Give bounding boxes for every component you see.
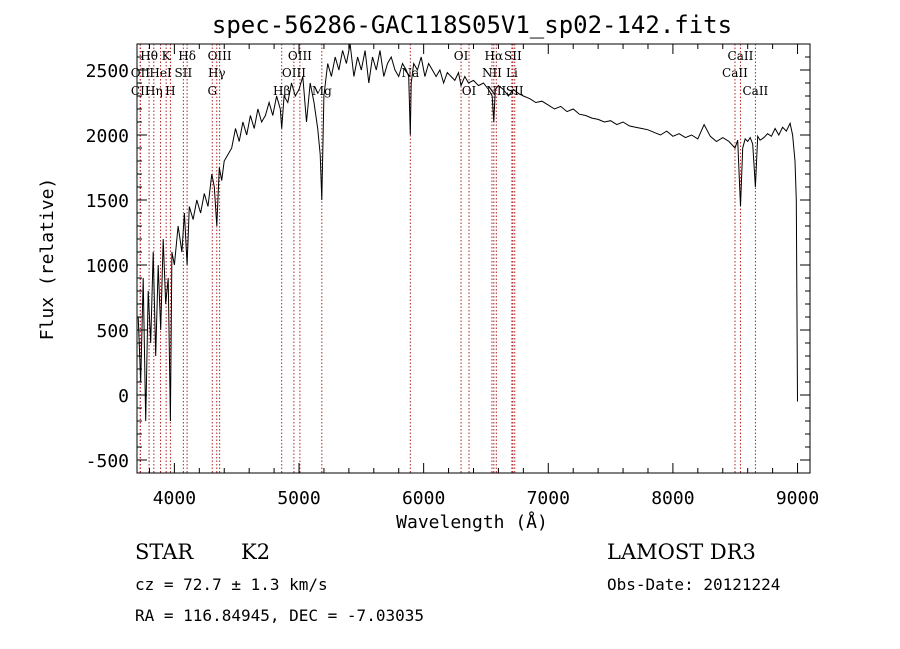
x-axis-ticks: 4000 5000 6000 7000 8000 9000 bbox=[148, 44, 819, 509]
line-marker-label: G bbox=[207, 84, 217, 98]
line-marker-label: OI bbox=[454, 49, 469, 63]
y-axis-label: Flux (relative) bbox=[37, 178, 58, 341]
y-tick-label: -500 bbox=[86, 451, 129, 472]
plot-frame bbox=[136, 43, 811, 474]
line-marker-label: CaII bbox=[728, 49, 754, 63]
survey-name: LAMOST DR3 bbox=[607, 540, 756, 564]
line-marker-label: Li bbox=[506, 66, 518, 80]
line-marker-label: Hα bbox=[485, 49, 504, 63]
y-tick-label: 1500 bbox=[86, 191, 129, 212]
spectrum-series-line bbox=[137, 43, 798, 422]
x-tick-label: 7000 bbox=[527, 488, 570, 509]
x-tick-label: 8000 bbox=[651, 488, 694, 509]
y-tick-label: 500 bbox=[96, 321, 129, 342]
y-tick-label: 0 bbox=[118, 386, 129, 407]
line-marker-label: Hγ bbox=[208, 66, 226, 80]
line-marker-label: OI bbox=[462, 84, 477, 98]
x-axis-label: Wavelength (Å) bbox=[396, 511, 548, 533]
object-subclass: K2 bbox=[241, 540, 270, 564]
y-tick-label: 2000 bbox=[86, 126, 129, 147]
line-marker-label: Hδ bbox=[178, 49, 196, 63]
line-marker-label: HeI bbox=[149, 66, 172, 80]
y-tick-label: 2500 bbox=[86, 61, 129, 82]
object-class: STAR bbox=[135, 540, 194, 564]
observation-date: Obs-Date: 20121224 bbox=[607, 575, 780, 594]
line-marker-label: SII bbox=[175, 66, 193, 80]
line-marker-label: H bbox=[165, 84, 175, 98]
line-marker-label: CII bbox=[131, 84, 150, 98]
line-marker-label: NII bbox=[482, 66, 502, 80]
x-tick-label: 4000 bbox=[153, 488, 196, 509]
redshift-value: cz = 72.7 ± 1.3 km/s bbox=[135, 575, 328, 594]
line-marker-label: K bbox=[162, 49, 172, 63]
line-marker-label: Hη bbox=[145, 84, 163, 98]
x-tick-label: 6000 bbox=[402, 488, 445, 509]
line-marker-label: OIII bbox=[282, 66, 306, 80]
emission-line-markers bbox=[139, 44, 756, 473]
x-tick-label: 5000 bbox=[277, 488, 320, 509]
line-marker-label: SII bbox=[504, 49, 522, 63]
line-marker-label: Mg bbox=[312, 84, 332, 98]
line-marker-label: CaII bbox=[722, 66, 748, 80]
line-marker-label: OII bbox=[131, 66, 151, 80]
y-tick-label: 1000 bbox=[86, 256, 129, 277]
line-marker-label: OIII bbox=[288, 49, 312, 63]
line-marker-label: Hβ bbox=[273, 84, 290, 98]
line-marker-label: CaII bbox=[742, 84, 768, 98]
line-marker-label: OIII bbox=[208, 49, 232, 63]
chart-title: spec-56286-GAC118S05V1_sp02-142.fits bbox=[212, 11, 732, 39]
line-marker-label: Hθ bbox=[140, 49, 158, 63]
y-axis-ticks: -500 0 500 1000 1500 2000 2500 bbox=[86, 43, 810, 474]
coordinates: RA = 116.84945, DEC = -7.03035 bbox=[135, 606, 424, 625]
x-tick-label: 9000 bbox=[776, 488, 819, 509]
